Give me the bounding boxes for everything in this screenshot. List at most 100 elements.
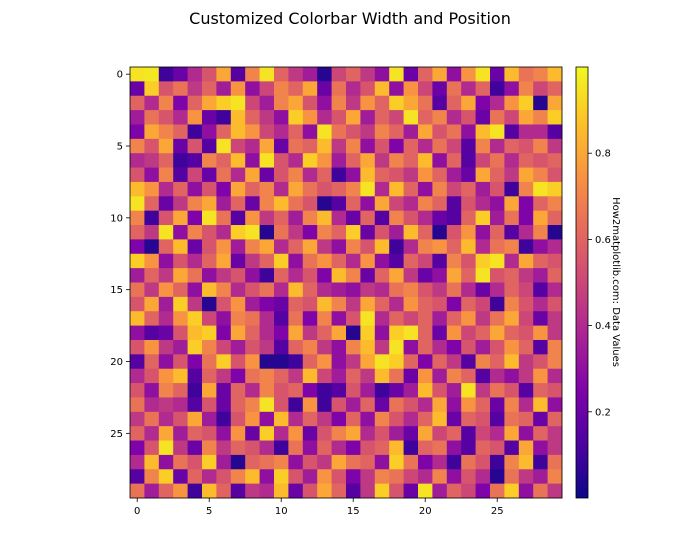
y-tick-label: 0	[117, 70, 123, 81]
heatmap-cell	[187, 339, 203, 355]
heatmap-cell	[461, 354, 476, 370]
heatmap-cell	[158, 339, 174, 355]
heatmap-cell	[288, 426, 304, 441]
heatmap-cell	[490, 296, 505, 312]
heatmap-cell	[144, 253, 160, 269]
heatmap-cell	[230, 110, 246, 125]
heatmap-cell	[130, 239, 145, 255]
heatmap-cell	[274, 196, 289, 212]
heatmap-cell	[504, 167, 520, 183]
heatmap-cell	[274, 469, 289, 485]
heatmap-cell	[230, 81, 246, 97]
heatmap-cell	[331, 153, 347, 168]
heatmap-cell	[346, 282, 361, 298]
heatmap-cell	[446, 81, 462, 97]
heatmap-cell	[461, 339, 476, 355]
heatmap-cell	[216, 181, 232, 197]
heatmap-cell	[547, 67, 563, 82]
heatmap-cell	[158, 311, 174, 326]
heatmap-cell	[173, 311, 188, 326]
heatmap-cell	[475, 67, 491, 82]
heatmap-cell	[302, 311, 318, 326]
heatmap-cell	[346, 153, 361, 168]
heatmap-cell	[461, 81, 476, 97]
heatmap-cell	[403, 81, 419, 97]
heatmap-cell	[461, 110, 476, 125]
heatmap-cell	[216, 325, 232, 341]
heatmap-cell	[274, 167, 289, 183]
heatmap-cell	[346, 339, 361, 355]
heatmap-cell	[331, 469, 347, 485]
heatmap-cell	[547, 339, 563, 355]
heatmap-cell	[331, 81, 347, 97]
heatmap-cell	[475, 138, 491, 154]
heatmap-cell	[245, 383, 260, 398]
heatmap-cell	[374, 225, 390, 240]
heatmap-cell	[518, 81, 534, 97]
heatmap-cell	[432, 454, 448, 470]
heatmap-cell	[547, 325, 563, 341]
heatmap-cell	[490, 110, 505, 125]
heatmap-cell	[144, 440, 160, 456]
heatmap-cell	[432, 339, 448, 355]
heatmap-cell	[490, 325, 505, 341]
heatmap-cell	[346, 311, 361, 326]
heatmap-cell	[331, 95, 347, 111]
heatmap-cell	[504, 153, 520, 168]
heatmap-cell	[346, 210, 361, 226]
heatmap-cell	[432, 124, 448, 140]
heatmap-cell	[288, 383, 304, 398]
heatmap-cell	[302, 296, 318, 312]
heatmap-cell	[230, 196, 246, 212]
heatmap-cell	[317, 239, 332, 255]
heatmap-cell	[259, 67, 275, 82]
heatmap-cell	[173, 196, 188, 212]
heatmap-cell	[446, 124, 462, 140]
heatmap-cell	[374, 296, 390, 312]
heatmap-cell	[187, 167, 203, 183]
heatmap-cell	[518, 196, 534, 212]
heatmap-cell	[130, 383, 145, 398]
heatmap-cell	[518, 354, 534, 370]
heatmap-cell	[490, 253, 505, 269]
heatmap-cell	[130, 124, 145, 140]
heatmap-cell	[173, 167, 188, 183]
heatmap-cell	[259, 124, 275, 140]
heatmap-cell	[403, 296, 419, 312]
heatmap-cell	[475, 426, 491, 441]
heatmap-cell	[360, 210, 376, 226]
heatmap-cell	[230, 325, 246, 341]
heatmap-cell	[144, 110, 160, 125]
heatmap-cell	[317, 268, 332, 283]
heatmap-cell	[202, 268, 217, 283]
heatmap-cell	[518, 225, 534, 240]
heatmap-cell	[389, 368, 404, 384]
heatmap-cell	[317, 440, 332, 456]
heatmap-cell	[302, 483, 318, 499]
heatmap-cell	[245, 181, 260, 197]
heatmap-cell	[216, 124, 232, 140]
heatmap-cell	[158, 95, 174, 111]
heatmap-cell	[490, 167, 505, 183]
heatmap-cell	[158, 325, 174, 341]
heatmap-cell	[418, 426, 433, 441]
heatmap-cell	[389, 153, 404, 168]
heatmap-cell	[446, 325, 462, 341]
heatmap-cell	[346, 67, 361, 82]
heatmap-cell	[317, 81, 332, 97]
heatmap-cell	[173, 454, 188, 470]
heatmap-cell	[259, 239, 275, 255]
heatmap-cell	[547, 81, 563, 97]
heatmap-cell	[259, 383, 275, 398]
heatmap-cell	[461, 483, 476, 499]
heatmap-cell	[173, 469, 188, 485]
heatmap-cell	[418, 354, 433, 370]
heatmap-cell	[331, 67, 347, 82]
heatmap-cell	[389, 440, 404, 456]
heatmap-cell	[475, 153, 491, 168]
heatmap-cell	[317, 426, 332, 441]
heatmap-cell	[130, 268, 145, 283]
heatmap-cell	[547, 383, 563, 398]
heatmap-cell	[403, 440, 419, 456]
heatmap-cell	[360, 225, 376, 240]
